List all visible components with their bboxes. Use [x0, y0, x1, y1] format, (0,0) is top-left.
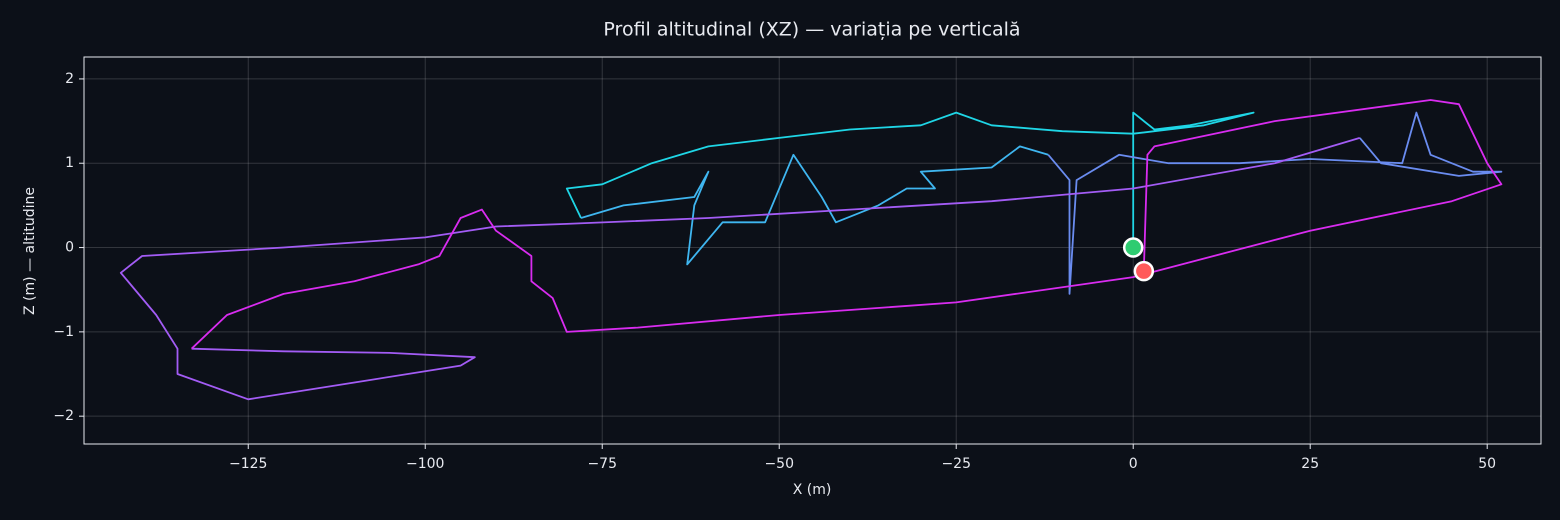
x-tick-label: 25	[1301, 456, 1319, 472]
x-tick-label: −75	[587, 456, 617, 472]
endpoint-marker	[1133, 260, 1155, 282]
x-tick-label: −125	[229, 456, 267, 472]
trajectory-line	[190, 99, 1503, 350]
trajectory-line	[565, 111, 1255, 248]
y-tick-label: −2	[53, 408, 74, 424]
trajectory-line	[119, 137, 1361, 401]
trajectory-line	[1047, 111, 1503, 295]
x-tick-label: 0	[1129, 456, 1138, 472]
x-tick-label: −100	[406, 456, 444, 472]
y-tick-label: 0	[65, 240, 74, 256]
y-tick-label: −1	[53, 324, 74, 340]
x-tick-label: 50	[1478, 456, 1496, 472]
endpoint-marker	[1122, 237, 1144, 258]
y-tick-label: 2	[65, 71, 74, 87]
trajectory-line	[580, 145, 1049, 266]
chart-title: Profil altitudinal (XZ) — variația pe ve…	[603, 19, 1020, 41]
y-tick-label: 1	[65, 155, 74, 171]
x-tick-label: −25	[941, 456, 971, 472]
y-axis-label: Z (m) — altitudine	[22, 187, 38, 315]
plot-frame	[83, 56, 1542, 445]
x-axis-label: X (m)	[793, 482, 832, 498]
x-tick-label: −50	[764, 456, 794, 472]
